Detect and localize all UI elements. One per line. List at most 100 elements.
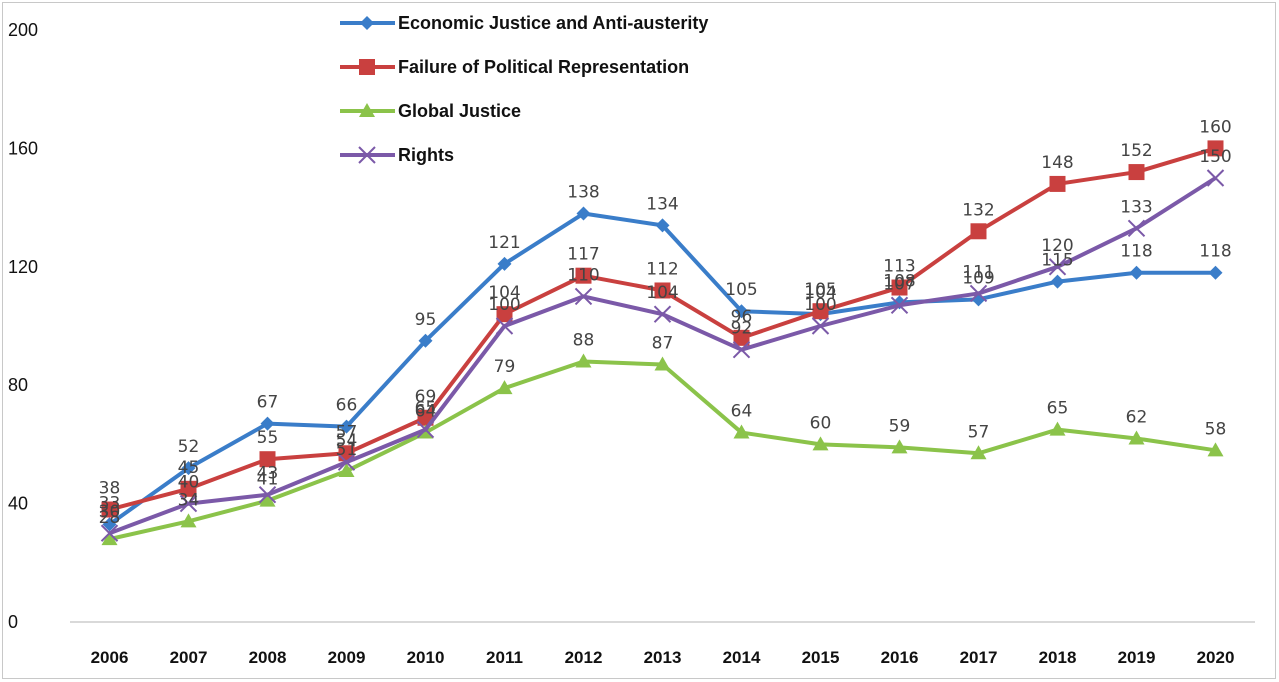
data-label: 133 — [1120, 197, 1152, 217]
legend-label: Economic Justice and Anti-austerity — [398, 13, 708, 33]
data-label: 66 — [336, 396, 358, 416]
data-point-marker — [1129, 265, 1144, 280]
data-point-marker — [338, 463, 355, 478]
data-label: 40 — [178, 473, 200, 493]
data-label: 55 — [257, 428, 279, 448]
data-label: 33 — [99, 493, 121, 513]
data-label: 92 — [731, 319, 753, 339]
data-point-marker — [418, 333, 433, 348]
data-label: 57 — [968, 422, 990, 442]
data-point-marker — [733, 424, 750, 439]
data-point-marker — [969, 284, 988, 303]
x-tick-label: 2007 — [170, 648, 208, 667]
data-label: 138 — [567, 183, 599, 203]
series-global-justice — [101, 353, 1224, 546]
data-label: 115 — [1041, 251, 1073, 271]
data-label: 104 — [488, 283, 520, 303]
data-label: 59 — [889, 416, 911, 436]
data-point-marker — [576, 206, 591, 221]
legend-marker-icon — [360, 16, 374, 30]
data-label: 52 — [178, 437, 200, 457]
x-tick-label: 2013 — [644, 648, 682, 667]
data-point-marker — [891, 439, 908, 454]
data-point-marker — [101, 531, 118, 546]
data-label: 28 — [99, 508, 121, 528]
data-label: 43 — [257, 464, 279, 484]
legend: Economic Justice and Anti-austerity Failu… — [340, 13, 708, 165]
legend-item: Rights — [340, 145, 454, 165]
x-tick-label: 2020 — [1197, 648, 1235, 667]
data-point-marker — [653, 305, 672, 323]
data-point-marker — [101, 501, 118, 518]
data-label: 107 — [883, 274, 915, 294]
data-label: 30 — [99, 502, 121, 522]
x-tick-label: 2017 — [960, 648, 998, 667]
data-label: 117 — [567, 245, 599, 265]
data-point-marker — [655, 218, 670, 233]
data-label: 104 — [804, 283, 836, 303]
data-point-marker — [890, 296, 909, 314]
legend-item: Economic Justice and Anti-austerity — [340, 13, 708, 33]
data-point-marker — [1048, 258, 1067, 276]
data-label: 118 — [1120, 242, 1152, 262]
data-point-marker — [574, 287, 593, 306]
data-point-marker — [496, 380, 513, 395]
data-point-marker — [654, 282, 671, 299]
series-rights — [100, 169, 1225, 542]
x-tick-label: 2009 — [328, 648, 366, 667]
data-label: 108 — [883, 271, 915, 291]
data-point-marker — [733, 329, 750, 346]
data-label: 41 — [257, 470, 279, 490]
data-point-marker — [732, 340, 751, 359]
data-point-marker — [1207, 442, 1224, 457]
data-point-marker — [1208, 265, 1223, 280]
data-point-marker — [495, 317, 514, 335]
data-point-marker — [258, 486, 277, 504]
data-label: 100 — [488, 295, 520, 315]
data-label: 87 — [652, 333, 674, 353]
y-tick-label: 120 — [8, 257, 38, 277]
y-tick-label: 80 — [8, 375, 28, 395]
x-tick-label: 2012 — [565, 648, 603, 667]
x-tick-label: 2016 — [881, 648, 919, 667]
legend-label: Failure of Political Representation — [398, 57, 689, 77]
data-label: 60 — [810, 413, 832, 433]
legend-marker-icon — [358, 146, 376, 164]
data-point-marker — [497, 256, 512, 271]
data-label: 88 — [573, 331, 595, 351]
data-label: 58 — [1205, 419, 1227, 439]
data-point-marker — [180, 513, 197, 528]
data-point-marker — [259, 492, 276, 507]
data-point-marker — [812, 436, 829, 451]
data-point-marker — [811, 317, 830, 335]
y-tick-label: 160 — [8, 138, 38, 158]
data-point-marker — [654, 356, 671, 371]
data-point-marker — [496, 306, 513, 323]
data-label: 100 — [804, 295, 836, 315]
data-label: 134 — [646, 194, 678, 214]
data-label: 57 — [336, 422, 358, 442]
x-tick-label: 2008 — [249, 648, 287, 667]
legend-marker-icon — [359, 59, 375, 75]
data-label: 105 — [725, 280, 757, 300]
data-label: 120 — [1041, 236, 1073, 256]
data-point-marker — [1049, 175, 1066, 192]
data-label: 150 — [1199, 147, 1231, 167]
data-point-marker — [1206, 169, 1225, 187]
data-point-marker — [1049, 421, 1066, 436]
data-label: 64 — [415, 402, 437, 422]
data-label: 79 — [494, 357, 516, 377]
x-tick-label: 2014 — [723, 648, 761, 667]
data-point-marker — [1128, 430, 1145, 445]
data-point-marker — [1128, 164, 1145, 181]
data-label: 65 — [1047, 399, 1069, 419]
data-point-marker — [970, 223, 987, 240]
y-tick-label: 40 — [8, 494, 28, 514]
data-label: 113 — [883, 257, 915, 277]
data-label: 64 — [731, 402, 753, 422]
data-label: 111 — [962, 262, 994, 282]
data-label: 38 — [99, 479, 121, 499]
